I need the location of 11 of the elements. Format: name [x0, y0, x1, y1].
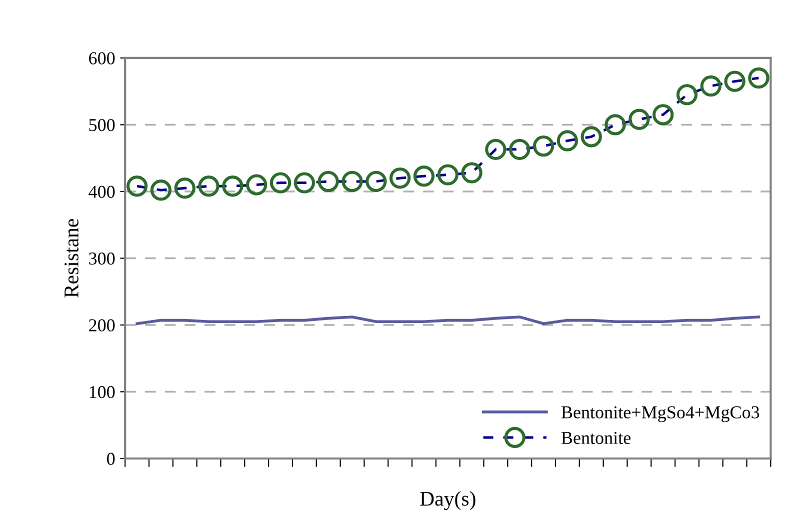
y-axis-title: Resistane: [64, 219, 78, 298]
y-tick-label: 400: [88, 186, 115, 198]
y-tick-label: 200: [89, 319, 115, 332]
y-tick-label: 300: [89, 252, 115, 265]
legend-label: Bentonite: [561, 432, 630, 444]
y-tick-label: 600: [89, 52, 115, 64]
x-axis-title: Day(s): [420, 491, 476, 510]
y-tick-label: 0: [107, 452, 115, 465]
y-tick-label: 100: [90, 386, 115, 398]
y-tick-label: 500: [89, 118, 115, 132]
legend-label: Bentonite+MgSo4+MgCo3: [561, 406, 760, 422]
